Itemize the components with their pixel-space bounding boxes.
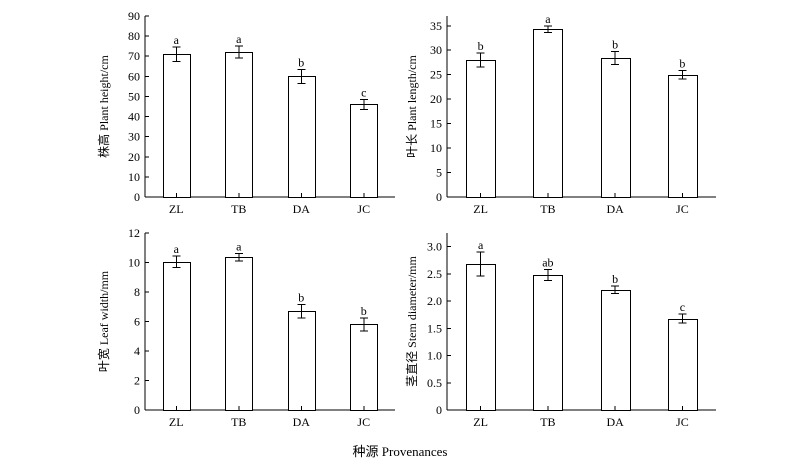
bar-leaf-length-zl [466, 60, 496, 198]
bar-leaf-width-da [288, 311, 316, 411]
bar-leaf-length-da [601, 58, 631, 198]
x-tick-label: ZL [473, 415, 488, 429]
y-tick-label: 90 [128, 9, 140, 23]
significance-letter: b [478, 39, 484, 53]
bar-leaf-width-jc [350, 324, 378, 411]
significance-letter: a [236, 240, 242, 254]
x-tick-label: TB [231, 415, 246, 429]
panel-plant-height: 0 10 20 30 40 50 60 70 80 90 株高 Plant height/cm a ZL… [96, 9, 395, 216]
x-tick-label: ZL [473, 202, 488, 216]
x-tick-label: TB [540, 202, 555, 216]
y-tick-label: 50 [128, 89, 140, 103]
significance-letter: c [680, 300, 685, 314]
panel-leaf-length: 0 5 10 15 20 25 30 35 叶长 Plant length/cm b ZL a TB b D… [405, 12, 716, 216]
y-tick-label: 0 [134, 190, 140, 204]
bar-stem-diameter-jc [668, 319, 698, 411]
y-tick-label: 35 [430, 19, 442, 33]
significance-letter: b [298, 55, 304, 69]
x-tick-label: ZL [169, 202, 184, 216]
significance-letter: a [478, 238, 484, 252]
x-tick-label: JC [676, 415, 689, 429]
y-axis-label: 叶宽 Leaf width/mm [96, 270, 111, 372]
significance-letter: b [679, 56, 685, 70]
y-tick-label: 10 [430, 141, 442, 155]
bar-plant-height-da [288, 76, 316, 198]
y-tick-label: 6 [134, 315, 140, 329]
y-tick-label: 40 [128, 110, 140, 124]
significance-letter: a [545, 12, 551, 26]
bar-leaf-width-tb [225, 257, 253, 411]
x-tick-label: TB [231, 202, 246, 216]
y-tick-label: 25 [430, 68, 442, 82]
x-tick-label: DA [293, 415, 311, 429]
y-tick-label: 4 [134, 344, 140, 358]
panel-stem-diameter: 0 0.5 1.0 1.5 2.0 2.5 3.0 茎直径 Stem diameter/mm a… [405, 233, 716, 429]
common-x-axis-label: 种源 Provenances [352, 444, 448, 459]
y-tick-label: 15 [430, 117, 442, 131]
y-tick-label: 0 [436, 190, 442, 204]
y-axis-label: 叶长 Plant length/cm [405, 55, 419, 158]
y-tick-label: 2 [134, 374, 140, 388]
x-tick-label: JC [357, 202, 370, 216]
panel-leaf-width: 0 2 4 6 8 10 12 叶宽 Leaf width/mm a ZL a TB b DA b JC [96, 226, 395, 429]
significance-letter: b [612, 38, 618, 52]
y-tick-label: 70 [128, 49, 140, 63]
y-tick-label: 20 [430, 92, 442, 106]
bar-stem-diameter-tb [533, 275, 563, 411]
y-tick-label: 10 [128, 170, 140, 184]
y-tick-label: 2.5 [427, 267, 442, 281]
x-tick-label: DA [293, 202, 311, 216]
significance-letter: a [174, 33, 180, 47]
y-tick-label: 1.5 [427, 321, 442, 335]
significance-letter: b [298, 291, 304, 305]
y-tick-label: 0.5 [427, 376, 442, 390]
significance-letter: a [174, 242, 180, 256]
bar-plant-height-jc [350, 104, 378, 198]
y-tick-label: 0 [134, 403, 140, 417]
y-tick-label: 0 [436, 403, 442, 417]
y-tick-label: 8 [134, 285, 140, 299]
y-tick-label: 80 [128, 29, 140, 43]
bar-leaf-width-zl [163, 262, 191, 411]
x-tick-label: JC [357, 415, 370, 429]
x-tick-label: ZL [169, 415, 184, 429]
y-tick-label: 1.0 [427, 349, 442, 363]
y-axis-label: 茎直径 Stem diameter/mm [405, 256, 419, 387]
x-tick-label: JC [676, 202, 689, 216]
y-tick-label: 5 [436, 166, 442, 180]
y-tick-label: 12 [128, 226, 140, 240]
x-tick-label: DA [606, 415, 624, 429]
bar-leaf-length-jc [668, 75, 698, 198]
bar-stem-diameter-zl [466, 264, 496, 411]
significance-letter: b [612, 272, 618, 286]
significance-letter: ab [542, 255, 553, 269]
x-tick-label: TB [540, 415, 555, 429]
y-tick-label: 10 [128, 256, 140, 270]
bar-leaf-length-tb [533, 29, 563, 198]
y-tick-label: 2.0 [427, 294, 442, 308]
significance-letter: c [361, 85, 366, 99]
significance-letter: a [236, 32, 242, 46]
bar-plant-height-zl [163, 54, 191, 198]
bar-plant-height-tb [225, 52, 253, 198]
y-tick-label: 20 [128, 150, 140, 164]
y-tick-label: 3.0 [427, 240, 442, 254]
significance-letter: b [361, 304, 367, 318]
y-tick-label: 30 [430, 43, 442, 57]
y-tick-label: 30 [128, 130, 140, 144]
x-tick-label: DA [606, 202, 624, 216]
bar-stem-diameter-da [601, 290, 631, 411]
y-tick-label: 60 [128, 69, 140, 83]
y-axis-label: 株高 Plant height/cm [96, 55, 111, 158]
